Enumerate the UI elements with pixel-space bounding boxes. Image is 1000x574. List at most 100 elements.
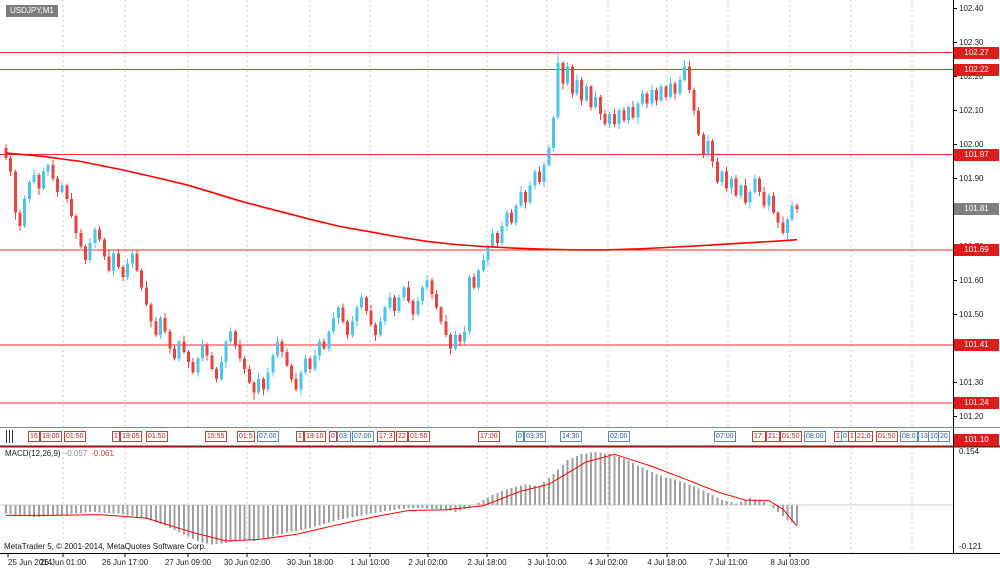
candle-body xyxy=(252,382,256,393)
candle-body xyxy=(720,171,724,182)
trade-marker-tag: 01:50 xyxy=(64,431,86,442)
trade-marker-tag: 07:00 xyxy=(714,431,736,442)
candle-body xyxy=(519,192,523,206)
candle-body xyxy=(570,66,574,94)
indicator-macd-value: -0.057 xyxy=(64,449,88,458)
current-price-badge: 101.81 xyxy=(954,203,999,216)
candle-body xyxy=(622,110,626,121)
trade-marker-tag: 0 xyxy=(516,431,524,442)
candle-body xyxy=(406,287,410,301)
candle-body xyxy=(144,287,148,305)
candle-body xyxy=(266,372,270,390)
trade-marker-tag: 19:00 xyxy=(40,431,62,442)
candle-body xyxy=(18,212,22,227)
trade-marker-tag: 20 xyxy=(938,431,950,442)
candle-body xyxy=(491,232,495,247)
candle-body xyxy=(757,178,761,193)
time-axis-label: 1 Jul 10:00 xyxy=(350,558,390,567)
candle-body xyxy=(154,321,158,335)
candle-body xyxy=(74,215,78,233)
candle-body xyxy=(205,345,209,356)
time-axis-label: 30 Jun 02:00 xyxy=(223,558,271,567)
candle-body xyxy=(790,205,794,220)
time-axis-label: 3 Jul 10:00 xyxy=(527,558,567,567)
time-axis-label: 27 Jun 09:00 xyxy=(164,558,212,567)
candle-body xyxy=(187,351,191,363)
candle-body xyxy=(257,379,261,393)
trade-marker-tag: 01:50 xyxy=(408,431,430,442)
candle-body xyxy=(369,311,373,325)
candle-body xyxy=(636,103,640,118)
candle-body xyxy=(27,181,31,199)
candle-body xyxy=(608,113,612,125)
candle-body xyxy=(500,226,504,244)
candle-body xyxy=(70,198,74,216)
price-tick-label: 101.60 xyxy=(959,275,984,285)
candle-body xyxy=(580,79,584,101)
candle-body xyxy=(673,83,677,94)
time-axis-label: 26 Jun 01:00 xyxy=(39,558,87,567)
macd-signal-line xyxy=(6,453,798,542)
candle-body xyxy=(341,307,345,322)
candle-body xyxy=(659,86,663,101)
price-level-badge: 101.69 xyxy=(954,243,999,256)
candle-body xyxy=(598,96,602,114)
trade-marker-tag: 22 xyxy=(396,431,408,442)
candle-body xyxy=(261,379,265,390)
candle-body xyxy=(449,334,453,349)
time-axis-label: 2 Jul 02:00 xyxy=(408,558,448,567)
candle-body xyxy=(481,260,485,271)
candle-body xyxy=(177,341,181,359)
time-axis-label: 4 Jul 02:00 xyxy=(588,558,628,567)
candle-body xyxy=(697,110,701,135)
candle-body xyxy=(472,277,476,288)
candle-body xyxy=(247,368,251,383)
trade-marker-tag: 07:00 xyxy=(257,431,279,442)
price-level-badge: 102.22 xyxy=(954,63,999,76)
candle-body xyxy=(172,348,176,359)
trade-marker-tag: 08:00 xyxy=(804,431,826,442)
price-tick-label: 101.20 xyxy=(959,411,984,421)
trade-marker-tag: 15:55 xyxy=(205,431,227,442)
candle-body xyxy=(98,229,102,240)
candle-body xyxy=(640,93,644,104)
indicator-signal-value: -0.061 xyxy=(91,449,114,458)
candle-body xyxy=(617,110,621,125)
candle-body xyxy=(711,141,715,162)
candle-body xyxy=(280,341,284,352)
price-level-badge: 101.41 xyxy=(954,339,999,352)
candle-body xyxy=(715,161,719,182)
candle-body xyxy=(767,195,771,206)
candle-body xyxy=(332,317,336,332)
candle-body xyxy=(275,341,279,356)
candle-body xyxy=(350,321,354,335)
candle-body xyxy=(561,62,565,84)
macd-scale-bottom: -0.121 xyxy=(959,541,982,551)
price-tick-label: 102.10 xyxy=(959,105,984,115)
candle-body xyxy=(289,365,293,380)
candle-body xyxy=(589,86,593,108)
candle-body xyxy=(514,205,518,223)
candle-body xyxy=(196,358,200,373)
candle-body xyxy=(411,300,415,315)
price-tick-label: 101.50 xyxy=(959,309,984,319)
indicator-name: MACD(12,26,9) xyxy=(5,449,61,458)
candle-body xyxy=(364,297,368,312)
candle-body xyxy=(701,134,705,155)
candle-body xyxy=(163,317,167,332)
candle-body xyxy=(575,79,579,94)
candle-body xyxy=(725,171,729,189)
candle-body xyxy=(505,212,509,227)
candle-body xyxy=(322,341,326,349)
candle-body xyxy=(158,317,162,335)
candle-body xyxy=(23,198,27,227)
candle-body xyxy=(463,331,467,342)
candle-body xyxy=(13,171,17,213)
price-tick-label: 102.30 xyxy=(959,37,984,47)
trade-marker-tag: 02:00 xyxy=(608,431,630,442)
copyright-text: MetaTrader 5, © 2001-2014, MetaQuotes So… xyxy=(4,542,207,551)
candle-body xyxy=(215,368,219,380)
candle-body xyxy=(374,324,378,335)
